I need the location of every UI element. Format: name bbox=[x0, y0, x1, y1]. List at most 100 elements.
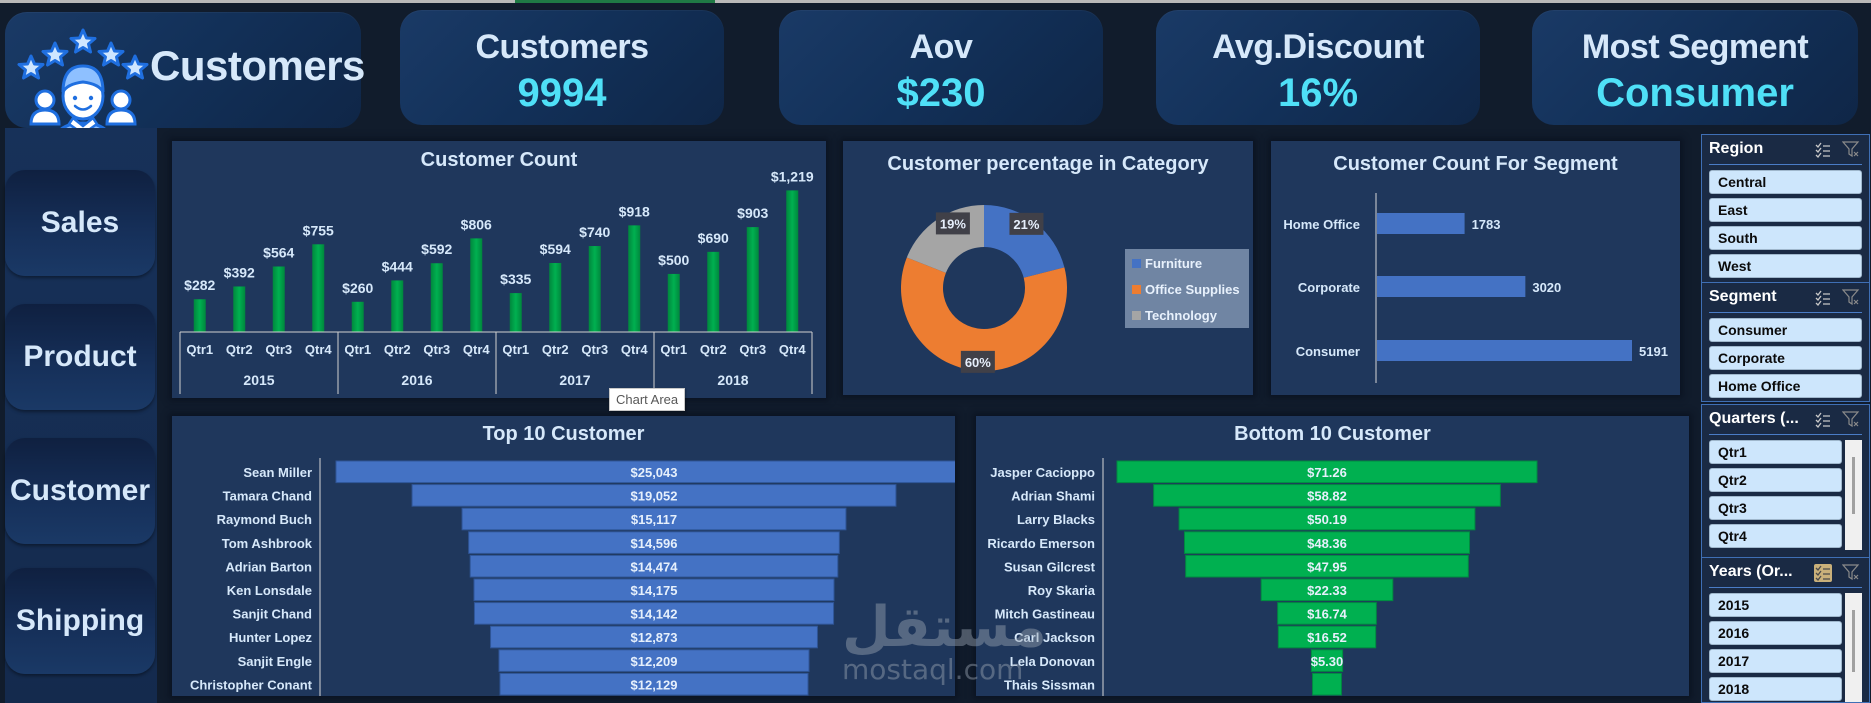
data-label: $755 bbox=[303, 222, 334, 238]
data-label: $12,129 bbox=[631, 677, 678, 692]
data-label: $25,043 bbox=[631, 465, 678, 480]
slicer-item[interactable]: Qtr3 bbox=[1709, 496, 1842, 520]
bar bbox=[430, 263, 443, 332]
legend-label: Technology bbox=[1145, 308, 1218, 323]
funnel-bar bbox=[499, 672, 809, 696]
top-10-customer-chart[interactable]: Top 10 Customer Sean Miller $25,043 Tamara… bbox=[172, 416, 955, 696]
data-label: 21% bbox=[1013, 217, 1039, 232]
clear-filter-icon[interactable] bbox=[1842, 140, 1860, 158]
slicer-item[interactable]: West bbox=[1709, 254, 1862, 278]
segment-bar-plot: Home Office 1783 Corporate 3020 Consumer 5191 bbox=[1283, 193, 1668, 383]
y-tick-label: Christopher Conant bbox=[190, 677, 313, 692]
dashboard-title: Customers bbox=[150, 42, 365, 89]
slicer-item[interactable]: 2015 bbox=[1709, 593, 1842, 617]
y-tick-label: Thais Sissman bbox=[1004, 677, 1095, 692]
scrollbar-thumb[interactable] bbox=[1852, 610, 1855, 672]
data-label: $335 bbox=[500, 271, 531, 287]
customer-count-plot: $282 Qtr1 $392 Qtr2 $564 Qtr3 $755 Qtr4 $260 Qtr1… bbox=[179, 168, 814, 394]
data-label: $71.26 bbox=[1307, 465, 1347, 480]
clear-filter-icon[interactable] bbox=[1842, 410, 1860, 428]
slicer-item[interactable]: South bbox=[1709, 226, 1862, 250]
data-label: $500 bbox=[658, 252, 689, 268]
doughnut-slice bbox=[984, 205, 1065, 278]
slicer-title: Region bbox=[1709, 140, 1764, 157]
data-label: $47.95 bbox=[1307, 559, 1347, 574]
customer-count-chart[interactable]: Customer Count $282 Qtr1 $392 Qtr2 $564 Qtr3 $… bbox=[172, 141, 826, 398]
kpi-customers-card: Customers 9994 bbox=[400, 10, 724, 125]
bar bbox=[628, 225, 641, 332]
nav-shipping-button[interactable]: Shipping bbox=[5, 568, 155, 674]
kpi-avg-discount-card: Avg.Discount 16% bbox=[1156, 10, 1480, 125]
multi-select-icon[interactable] bbox=[1814, 289, 1832, 307]
y-tick-label: Sanjit Chand bbox=[233, 607, 313, 622]
multi-select-icon[interactable] bbox=[1814, 411, 1832, 429]
scrollbar-thumb[interactable] bbox=[1852, 457, 1855, 514]
data-label: $392 bbox=[224, 264, 255, 280]
region-slicer: Region Central East South West bbox=[1701, 134, 1870, 284]
years-slicer: Years (Or... 2015 2016 2017 2018 bbox=[1701, 557, 1870, 703]
kpi-aov-card: Aov $230 bbox=[779, 10, 1103, 125]
funnel-bar bbox=[473, 578, 835, 602]
bottom-10-funnel-plot: Jasper Cacioppo $71.26 Adrian Shami $58.82 L… bbox=[987, 458, 1538, 696]
bottom-10-customer-chart[interactable]: Bottom 10 Customer Jasper Cacioppo $71.26… bbox=[976, 416, 1689, 696]
data-label-box bbox=[1009, 212, 1044, 235]
bar bbox=[588, 246, 601, 332]
scrollbar[interactable] bbox=[1845, 440, 1862, 550]
slicer-item[interactable]: 2016 bbox=[1709, 621, 1842, 645]
funnel-bar bbox=[490, 625, 818, 649]
data-label: $740 bbox=[579, 224, 610, 240]
multi-select-icon[interactable] bbox=[1814, 564, 1832, 582]
segment-count-chart[interactable]: Customer Count For Segment Home Office 17… bbox=[1271, 141, 1680, 395]
slicer-title: Quarters (... bbox=[1709, 410, 1799, 427]
slicer-item[interactable]: 2018 bbox=[1709, 677, 1842, 701]
nav-sales-button[interactable]: Sales bbox=[5, 170, 155, 276]
data-label: 1783 bbox=[1472, 217, 1501, 232]
bar bbox=[193, 299, 206, 332]
slicer-item[interactable]: Home Office bbox=[1709, 374, 1862, 398]
top-10-funnel-plot: Sean Miller $25,043 Tamara Chand $19,052 Ray… bbox=[190, 458, 955, 696]
funnel-bar bbox=[1153, 484, 1501, 507]
slicer-item[interactable]: Central bbox=[1709, 170, 1862, 194]
data-label: $260 bbox=[342, 280, 373, 296]
data-label: $903 bbox=[737, 205, 768, 221]
y-tick-label: Ricardo Emerson bbox=[987, 536, 1095, 551]
y-tick-label: Hunter Lopez bbox=[229, 630, 313, 645]
funnel-bar bbox=[468, 531, 840, 554]
chart-title: Customer Count bbox=[420, 149, 578, 171]
kpi-most-segment-card: Most Segment Consumer bbox=[1532, 10, 1858, 125]
kpi-value: $230 bbox=[896, 71, 986, 115]
data-label: $592 bbox=[421, 241, 452, 257]
funnel-bar bbox=[469, 554, 839, 578]
nav-customer-button[interactable]: Customer bbox=[5, 438, 155, 544]
slicer-item[interactable]: 2017 bbox=[1709, 649, 1842, 673]
x-group-label: 2017 bbox=[559, 372, 590, 388]
clear-filter-icon[interactable] bbox=[1842, 563, 1860, 581]
slicer-item[interactable]: Qtr4 bbox=[1709, 524, 1842, 548]
slicer-item[interactable]: Corporate bbox=[1709, 346, 1862, 370]
y-tick-label: Sanjit Engle bbox=[238, 654, 312, 669]
x-tick-label: Qtr4 bbox=[305, 342, 333, 357]
multi-select-icon[interactable] bbox=[1814, 141, 1832, 159]
x-tick-label: Qtr3 bbox=[423, 342, 450, 357]
funnel-bar bbox=[1185, 554, 1469, 578]
slicer-item[interactable]: Consumer bbox=[1709, 318, 1862, 342]
slicer-item[interactable]: Qtr1 bbox=[1709, 440, 1842, 464]
legend-swatch bbox=[1132, 311, 1141, 320]
data-label: $5.30 bbox=[1311, 654, 1344, 669]
kpi-label: Most Segment bbox=[1581, 28, 1809, 66]
scrollbar[interactable] bbox=[1845, 593, 1862, 702]
y-tick-label: Susan Gilcrest bbox=[1004, 559, 1096, 574]
clear-filter-icon[interactable] bbox=[1842, 288, 1860, 306]
nav-product-button[interactable]: Product bbox=[5, 304, 155, 410]
y-tick-label: Raymond Buch bbox=[217, 512, 312, 527]
x-tick-label: Qtr1 bbox=[344, 342, 371, 357]
chart-title: Bottom 10 Customer bbox=[1234, 423, 1431, 445]
slicer-item[interactable]: Qtr2 bbox=[1709, 468, 1842, 492]
bar bbox=[1377, 213, 1465, 234]
legend-label: Office Supplies bbox=[1145, 282, 1240, 297]
slicer-item[interactable]: East bbox=[1709, 198, 1862, 222]
funnel-bar bbox=[1312, 672, 1342, 696]
legend-swatch bbox=[1132, 259, 1141, 268]
bar bbox=[1377, 276, 1526, 297]
category-percentage-chart[interactable]: Customer percentage in Category 21% 60% 19… bbox=[843, 141, 1253, 395]
